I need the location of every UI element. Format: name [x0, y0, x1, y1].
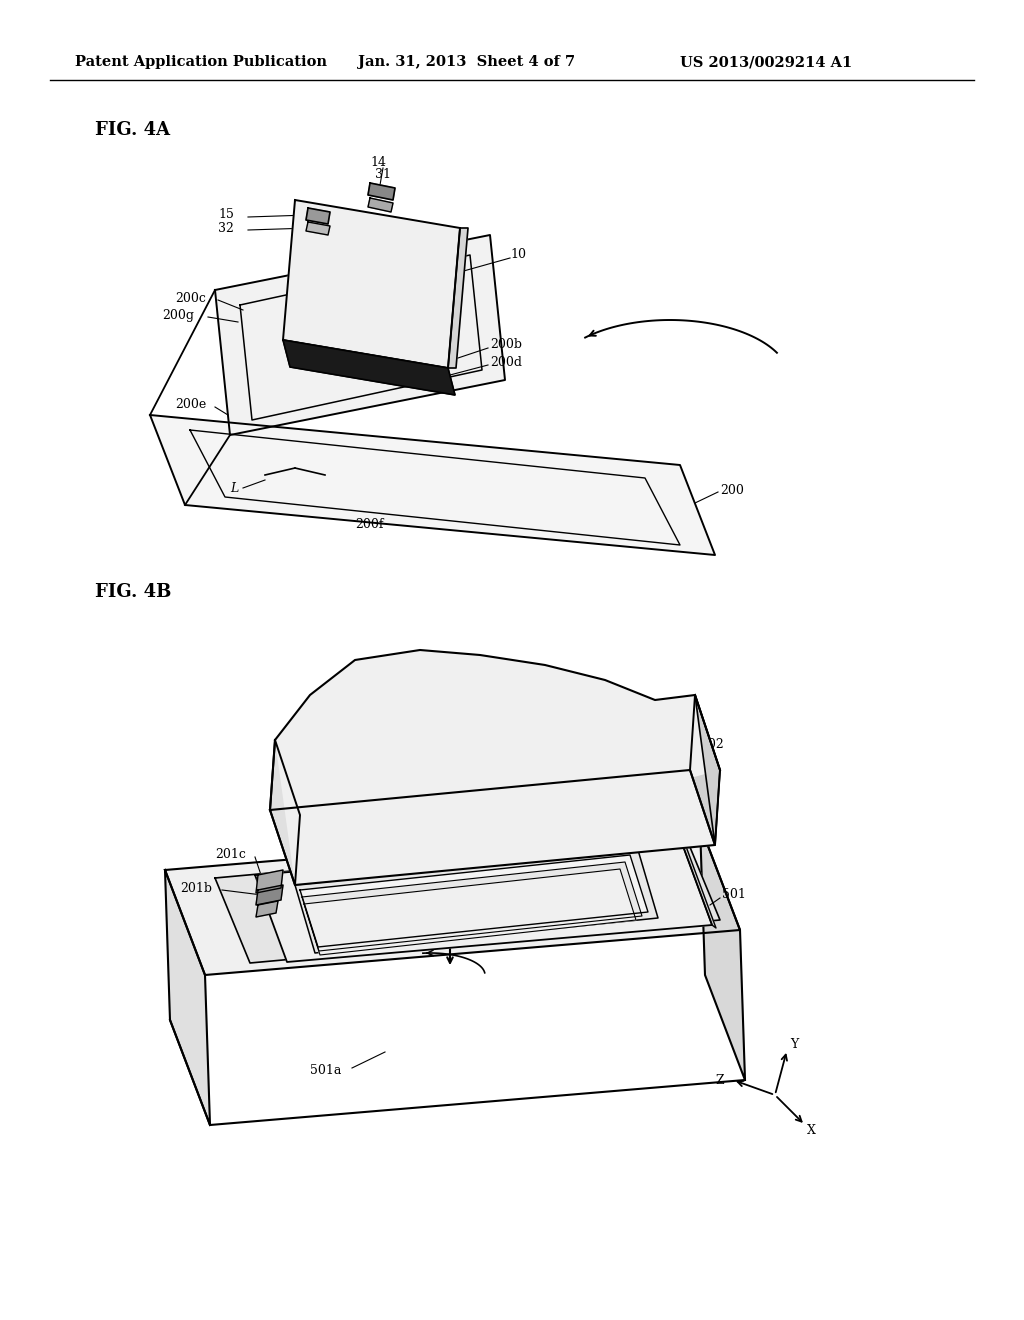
Text: 32: 32 — [218, 222, 233, 235]
Text: 14: 14 — [370, 156, 386, 169]
Polygon shape — [304, 869, 636, 954]
Text: Y: Y — [790, 1039, 799, 1052]
Text: 10: 10 — [510, 248, 526, 261]
Text: 200c: 200c — [175, 292, 206, 305]
Polygon shape — [256, 870, 283, 894]
Polygon shape — [270, 741, 300, 884]
Polygon shape — [283, 201, 460, 368]
Polygon shape — [295, 850, 658, 953]
Text: Z: Z — [715, 1073, 724, 1086]
Polygon shape — [165, 870, 210, 1125]
Text: 200g: 200g — [162, 309, 194, 322]
Text: 501: 501 — [722, 888, 745, 902]
Text: 502: 502 — [700, 738, 724, 751]
Polygon shape — [680, 838, 716, 928]
Polygon shape — [302, 862, 642, 950]
Text: X: X — [807, 1123, 816, 1137]
Text: 501a: 501a — [310, 1064, 341, 1077]
Text: 200d: 200d — [490, 355, 522, 368]
Text: Patent Application Publication: Patent Application Publication — [75, 55, 327, 69]
Polygon shape — [368, 183, 395, 201]
Text: Jan. 31, 2013  Sheet 4 of 7: Jan. 31, 2013 Sheet 4 of 7 — [358, 55, 575, 69]
Text: 200f: 200f — [355, 519, 384, 532]
Polygon shape — [700, 825, 745, 1080]
Polygon shape — [449, 228, 468, 368]
Polygon shape — [283, 341, 455, 395]
Polygon shape — [290, 850, 660, 956]
Text: 201d: 201d — [658, 829, 690, 842]
Polygon shape — [165, 825, 740, 975]
Polygon shape — [690, 696, 720, 845]
Polygon shape — [368, 198, 393, 213]
Text: 15: 15 — [218, 209, 233, 222]
Text: FIG. 4B: FIG. 4B — [95, 583, 171, 601]
Polygon shape — [255, 838, 712, 962]
Text: 200e: 200e — [175, 399, 206, 412]
Text: FIG. 4A: FIG. 4A — [95, 121, 170, 139]
Text: 200: 200 — [720, 483, 743, 496]
Polygon shape — [306, 222, 330, 235]
Text: 200b: 200b — [490, 338, 522, 351]
Text: 201b: 201b — [180, 882, 212, 895]
Polygon shape — [215, 235, 505, 436]
Polygon shape — [215, 836, 720, 964]
Polygon shape — [150, 414, 715, 554]
Text: US 2013/0029214 A1: US 2013/0029214 A1 — [680, 55, 852, 69]
Text: 201c: 201c — [215, 849, 246, 862]
Text: L: L — [230, 482, 239, 495]
Polygon shape — [256, 884, 283, 906]
Polygon shape — [256, 902, 278, 917]
Polygon shape — [300, 855, 648, 946]
Polygon shape — [270, 770, 715, 884]
Text: 31: 31 — [375, 169, 391, 181]
Polygon shape — [306, 209, 330, 224]
Polygon shape — [695, 696, 720, 845]
Polygon shape — [275, 649, 720, 884]
Text: 201: 201 — [658, 842, 682, 854]
